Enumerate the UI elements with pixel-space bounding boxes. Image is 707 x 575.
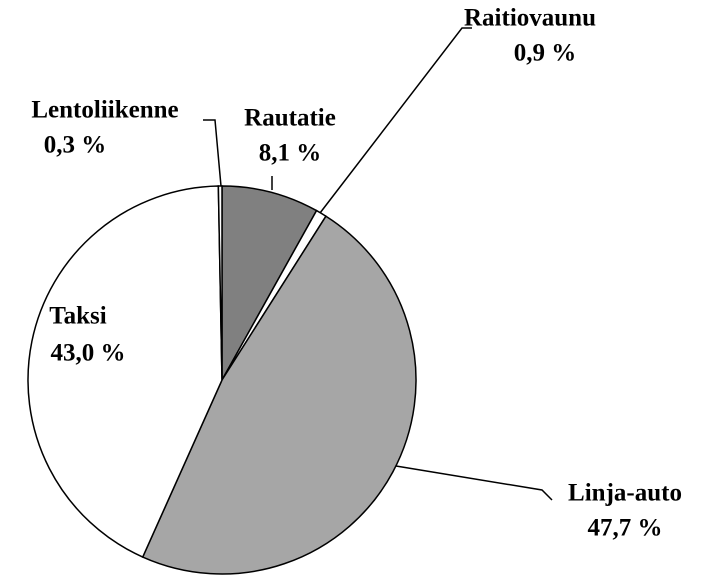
leader-line: [395, 465, 553, 501]
slice-label: Rautatie: [244, 105, 336, 132]
slice-label: Lentoliikenne: [31, 97, 178, 124]
pie-slice: [217, 185, 223, 381]
pie-slice: [27, 185, 223, 559]
slice-value: 0,3 %: [44, 132, 107, 159]
slice-label: Taksi: [49, 303, 107, 330]
leader-line: [319, 27, 472, 214]
pie-slice: [221, 185, 318, 383]
pie-slice: [141, 215, 417, 575]
leader-line: [203, 119, 222, 187]
slice-label: Linja-auto: [568, 480, 682, 507]
slice-value: 0,9 %: [514, 40, 577, 67]
slice-label: Raitiovaunu: [464, 5, 596, 32]
slice-value: 8,1 %: [259, 140, 322, 167]
slice-value: 43,0 %: [51, 340, 126, 367]
slice-value: 47,7 %: [588, 515, 663, 542]
